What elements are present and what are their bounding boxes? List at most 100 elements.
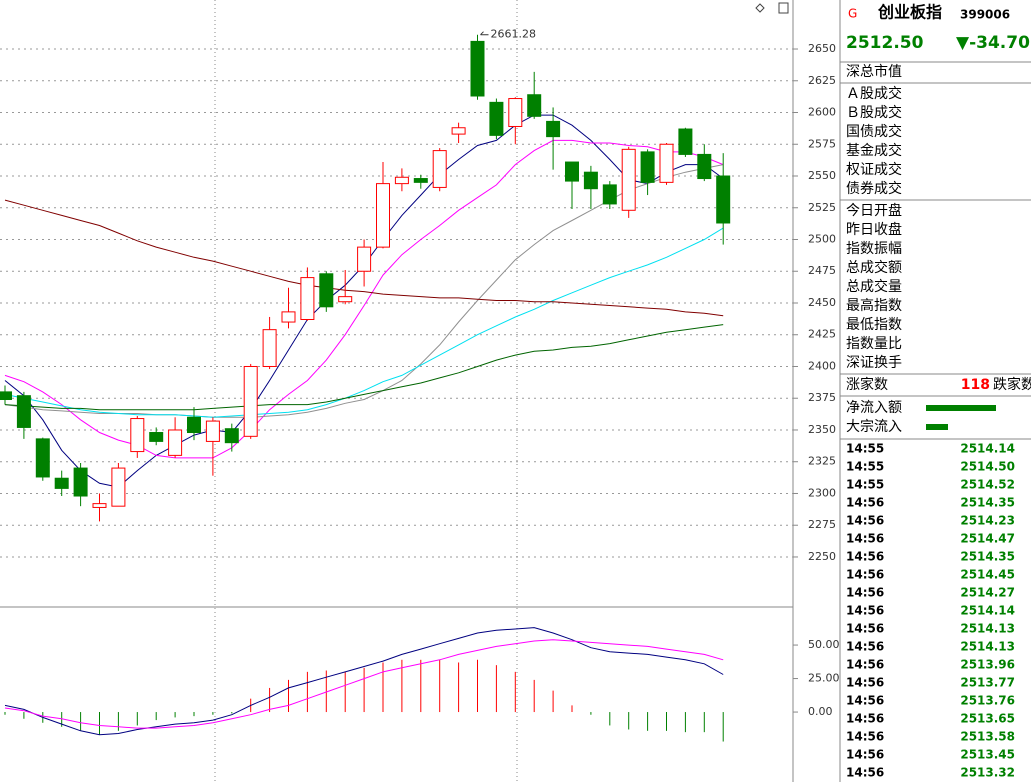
field-label: 指数振幅	[846, 241, 902, 257]
average-line	[4, 227, 724, 418]
field-label: Ａ股成交	[846, 85, 902, 102]
candle-body	[602, 184, 617, 205]
candle-body	[224, 428, 239, 444]
index-code: 399006	[960, 8, 1010, 22]
tick-price: 2513.32	[960, 766, 1015, 780]
tick-time: 14:55	[846, 442, 884, 456]
candle-body	[16, 395, 31, 428]
tick-price: 2514.45	[960, 568, 1015, 582]
tick-price: 2514.14	[960, 442, 1015, 456]
icon[interactable]	[778, 2, 789, 14]
flow-bar	[926, 424, 948, 430]
icon[interactable]	[755, 3, 765, 13]
tick-time: 14:56	[846, 622, 884, 636]
max-pointer	[480, 31, 489, 36]
y-tick-label: 2450	[808, 296, 836, 309]
field-label: 昨日收盘	[846, 221, 902, 238]
tick-price: 2513.45	[960, 748, 1015, 762]
y-tick-label: 2325	[808, 455, 836, 468]
candle-body	[319, 273, 334, 308]
candle-body	[583, 171, 598, 190]
candle-body	[243, 365, 258, 437]
y-tick-label: 0.00	[808, 705, 833, 718]
tick-price: 2514.35	[960, 496, 1015, 510]
candle-body	[111, 467, 126, 507]
tick-time: 14:56	[846, 676, 884, 690]
field-label: 深总市值	[846, 63, 902, 80]
tick-price: 2514.23	[960, 514, 1015, 528]
candle-body	[187, 416, 201, 434]
tick-time: 14:55	[846, 460, 884, 474]
field-label: 总成交额	[846, 259, 902, 276]
candle-body	[527, 94, 542, 117]
tick-time: 14:56	[846, 586, 884, 600]
y-tick-label: 2500	[808, 232, 836, 245]
field-label: 净流入额	[846, 400, 902, 416]
candle-body	[659, 143, 674, 183]
average-line	[4, 639, 724, 729]
y-tick-label: 2625	[808, 74, 836, 87]
y-tick-label: 2650	[808, 42, 836, 55]
field-label: 国债成交	[846, 123, 902, 140]
tick-price: 2514.52	[960, 478, 1015, 492]
tick-time: 14:56	[846, 532, 884, 546]
tick-time: 14:56	[846, 694, 884, 708]
field-label: 今日开盘	[846, 202, 902, 219]
field-label: 债券成交	[846, 180, 902, 197]
y-tick-label: 2275	[808, 518, 836, 531]
tick-price: 2514.27	[960, 586, 1015, 600]
advance-count: 118	[961, 377, 990, 393]
candle-body	[432, 150, 447, 188]
field-label: 涨家数	[846, 376, 888, 393]
tick-time: 14:56	[846, 640, 884, 654]
tick-price: 2513.77	[960, 676, 1015, 690]
candle-body	[300, 277, 315, 321]
max-label: 2661.28	[491, 28, 537, 41]
candle-body	[35, 438, 50, 478]
candle-body	[338, 296, 353, 303]
y-tick-label: 2375	[808, 391, 836, 404]
y-tick-label: 50.00	[808, 638, 840, 651]
candle-body	[489, 101, 504, 136]
field-label: 深证换手	[846, 354, 902, 371]
y-tick-label: 2575	[808, 137, 836, 150]
candle-body	[470, 40, 485, 97]
candle-body	[376, 183, 390, 248]
candle-body	[394, 176, 409, 185]
tick-time: 14:56	[846, 730, 884, 744]
average-line	[4, 139, 724, 459]
tick-time: 14:56	[846, 550, 884, 564]
market-marker: G	[848, 7, 857, 21]
last-price: 2512.50	[846, 33, 924, 53]
y-tick-label: 2600	[808, 106, 836, 119]
field-label: 基金成交	[846, 142, 902, 159]
candle-body	[697, 153, 712, 180]
y-tick-label: 2425	[808, 328, 836, 341]
candle-body	[451, 127, 466, 135]
y-tick-label: 2250	[808, 550, 836, 563]
average-line	[4, 199, 724, 317]
field-label: 权证成交	[846, 161, 902, 178]
y-tick-label: 2400	[808, 359, 836, 372]
tick-time: 14:56	[846, 766, 884, 780]
tick-price: 2513.96	[960, 658, 1015, 672]
y-tick-label: 2525	[808, 201, 836, 214]
candle-body	[92, 503, 107, 508]
candle-body	[546, 120, 561, 138]
field-label: 跌家数	[993, 376, 1031, 393]
tick-time: 14:55	[846, 478, 884, 492]
average-line	[4, 627, 724, 736]
candle-body	[73, 467, 88, 497]
field-label: 最高指数	[846, 297, 902, 314]
candle-body	[678, 128, 693, 155]
candle-body	[716, 175, 731, 224]
candle-body	[621, 148, 636, 211]
average-line	[4, 324, 724, 411]
tick-price: 2514.13	[960, 622, 1015, 636]
tick-time: 14:56	[846, 496, 884, 510]
index-name: 创业板指	[877, 3, 942, 22]
tick-time: 14:56	[846, 712, 884, 726]
y-tick-label: 2550	[808, 169, 836, 182]
